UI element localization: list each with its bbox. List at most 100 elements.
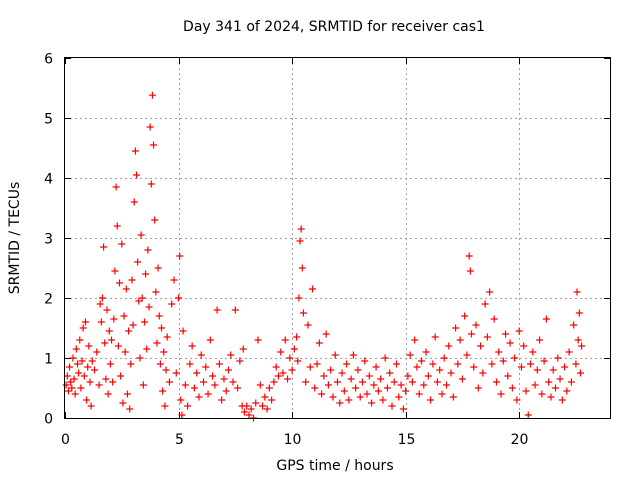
data-markers (62, 91, 586, 422)
data-point (66, 363, 74, 371)
data-point (383, 384, 391, 392)
data-point (122, 285, 130, 293)
data-point (345, 396, 353, 404)
x-tick-label: 10 (284, 432, 302, 448)
data-point (86, 378, 94, 386)
data-point (329, 393, 337, 401)
data-point (62, 381, 70, 389)
data-point (445, 342, 453, 350)
data-point (161, 402, 169, 410)
data-point (286, 354, 294, 362)
data-point (574, 336, 582, 344)
data-point (184, 402, 192, 410)
data-point (143, 345, 151, 353)
data-point (137, 231, 145, 239)
data-point (126, 405, 134, 413)
data-point (578, 342, 586, 350)
data-point (395, 393, 403, 401)
data-point (477, 342, 485, 350)
data-point (506, 339, 514, 347)
data-point (151, 216, 159, 224)
data-point (138, 294, 146, 302)
data-point (70, 375, 78, 383)
data-point (479, 369, 487, 377)
data-point (563, 387, 571, 395)
data-point (295, 294, 303, 302)
data-point (140, 318, 148, 326)
data-point (247, 405, 255, 413)
data-point (268, 396, 276, 404)
data-point (103, 306, 111, 314)
data-point (306, 363, 314, 371)
data-point (456, 336, 464, 344)
data-point (172, 369, 180, 377)
data-point (200, 378, 208, 386)
data-point (95, 381, 103, 389)
y-tick-label: 3 (44, 232, 53, 248)
data-point (113, 222, 121, 230)
data-point (558, 396, 566, 404)
data-point (340, 387, 348, 395)
data-point (117, 372, 125, 380)
data-point (302, 378, 310, 386)
data-point (81, 318, 89, 326)
data-point (502, 330, 510, 338)
data-point (499, 357, 507, 365)
data-point (222, 387, 230, 395)
data-point (531, 381, 539, 389)
data-point (136, 354, 144, 362)
data-point (142, 270, 150, 278)
data-point (155, 312, 163, 320)
data-point (492, 378, 500, 386)
data-point (245, 411, 253, 419)
data-point (358, 378, 366, 386)
data-point (281, 336, 289, 344)
data-point (322, 330, 330, 338)
data-point (91, 366, 99, 374)
data-point (538, 390, 546, 398)
data-point (111, 267, 119, 275)
data-point (256, 381, 264, 389)
data-point (105, 327, 113, 335)
data-point (433, 378, 441, 386)
data-point (436, 366, 444, 374)
data-point (576, 369, 584, 377)
data-point (186, 360, 194, 368)
data-point (123, 390, 131, 398)
data-point (411, 336, 419, 344)
data-point (144, 246, 152, 254)
data-point (349, 351, 357, 359)
data-point (545, 378, 553, 386)
data-point (119, 399, 127, 407)
data-point (413, 363, 421, 371)
data-point (254, 336, 262, 344)
data-point (197, 351, 205, 359)
data-point (352, 384, 360, 392)
data-point (170, 276, 178, 284)
data-point (270, 378, 278, 386)
data-point (263, 405, 271, 413)
data-point (96, 300, 104, 308)
data-point (67, 378, 75, 386)
data-point (393, 360, 401, 368)
data-point (431, 333, 439, 341)
data-point (114, 342, 122, 350)
data-point (320, 372, 328, 380)
data-point (338, 369, 346, 377)
data-point (97, 318, 105, 326)
data-point (112, 183, 120, 191)
data-point (561, 363, 569, 371)
data-point (84, 363, 92, 371)
data-point (334, 378, 341, 386)
data-point (243, 402, 251, 410)
data-point (465, 252, 473, 260)
data-point (72, 345, 80, 353)
data-point (315, 339, 323, 347)
data-point (104, 390, 112, 398)
data-point (297, 225, 305, 233)
data-point (133, 171, 141, 179)
data-point (76, 336, 84, 344)
data-point (87, 402, 95, 410)
data-point (179, 327, 187, 335)
data-point (125, 327, 133, 335)
